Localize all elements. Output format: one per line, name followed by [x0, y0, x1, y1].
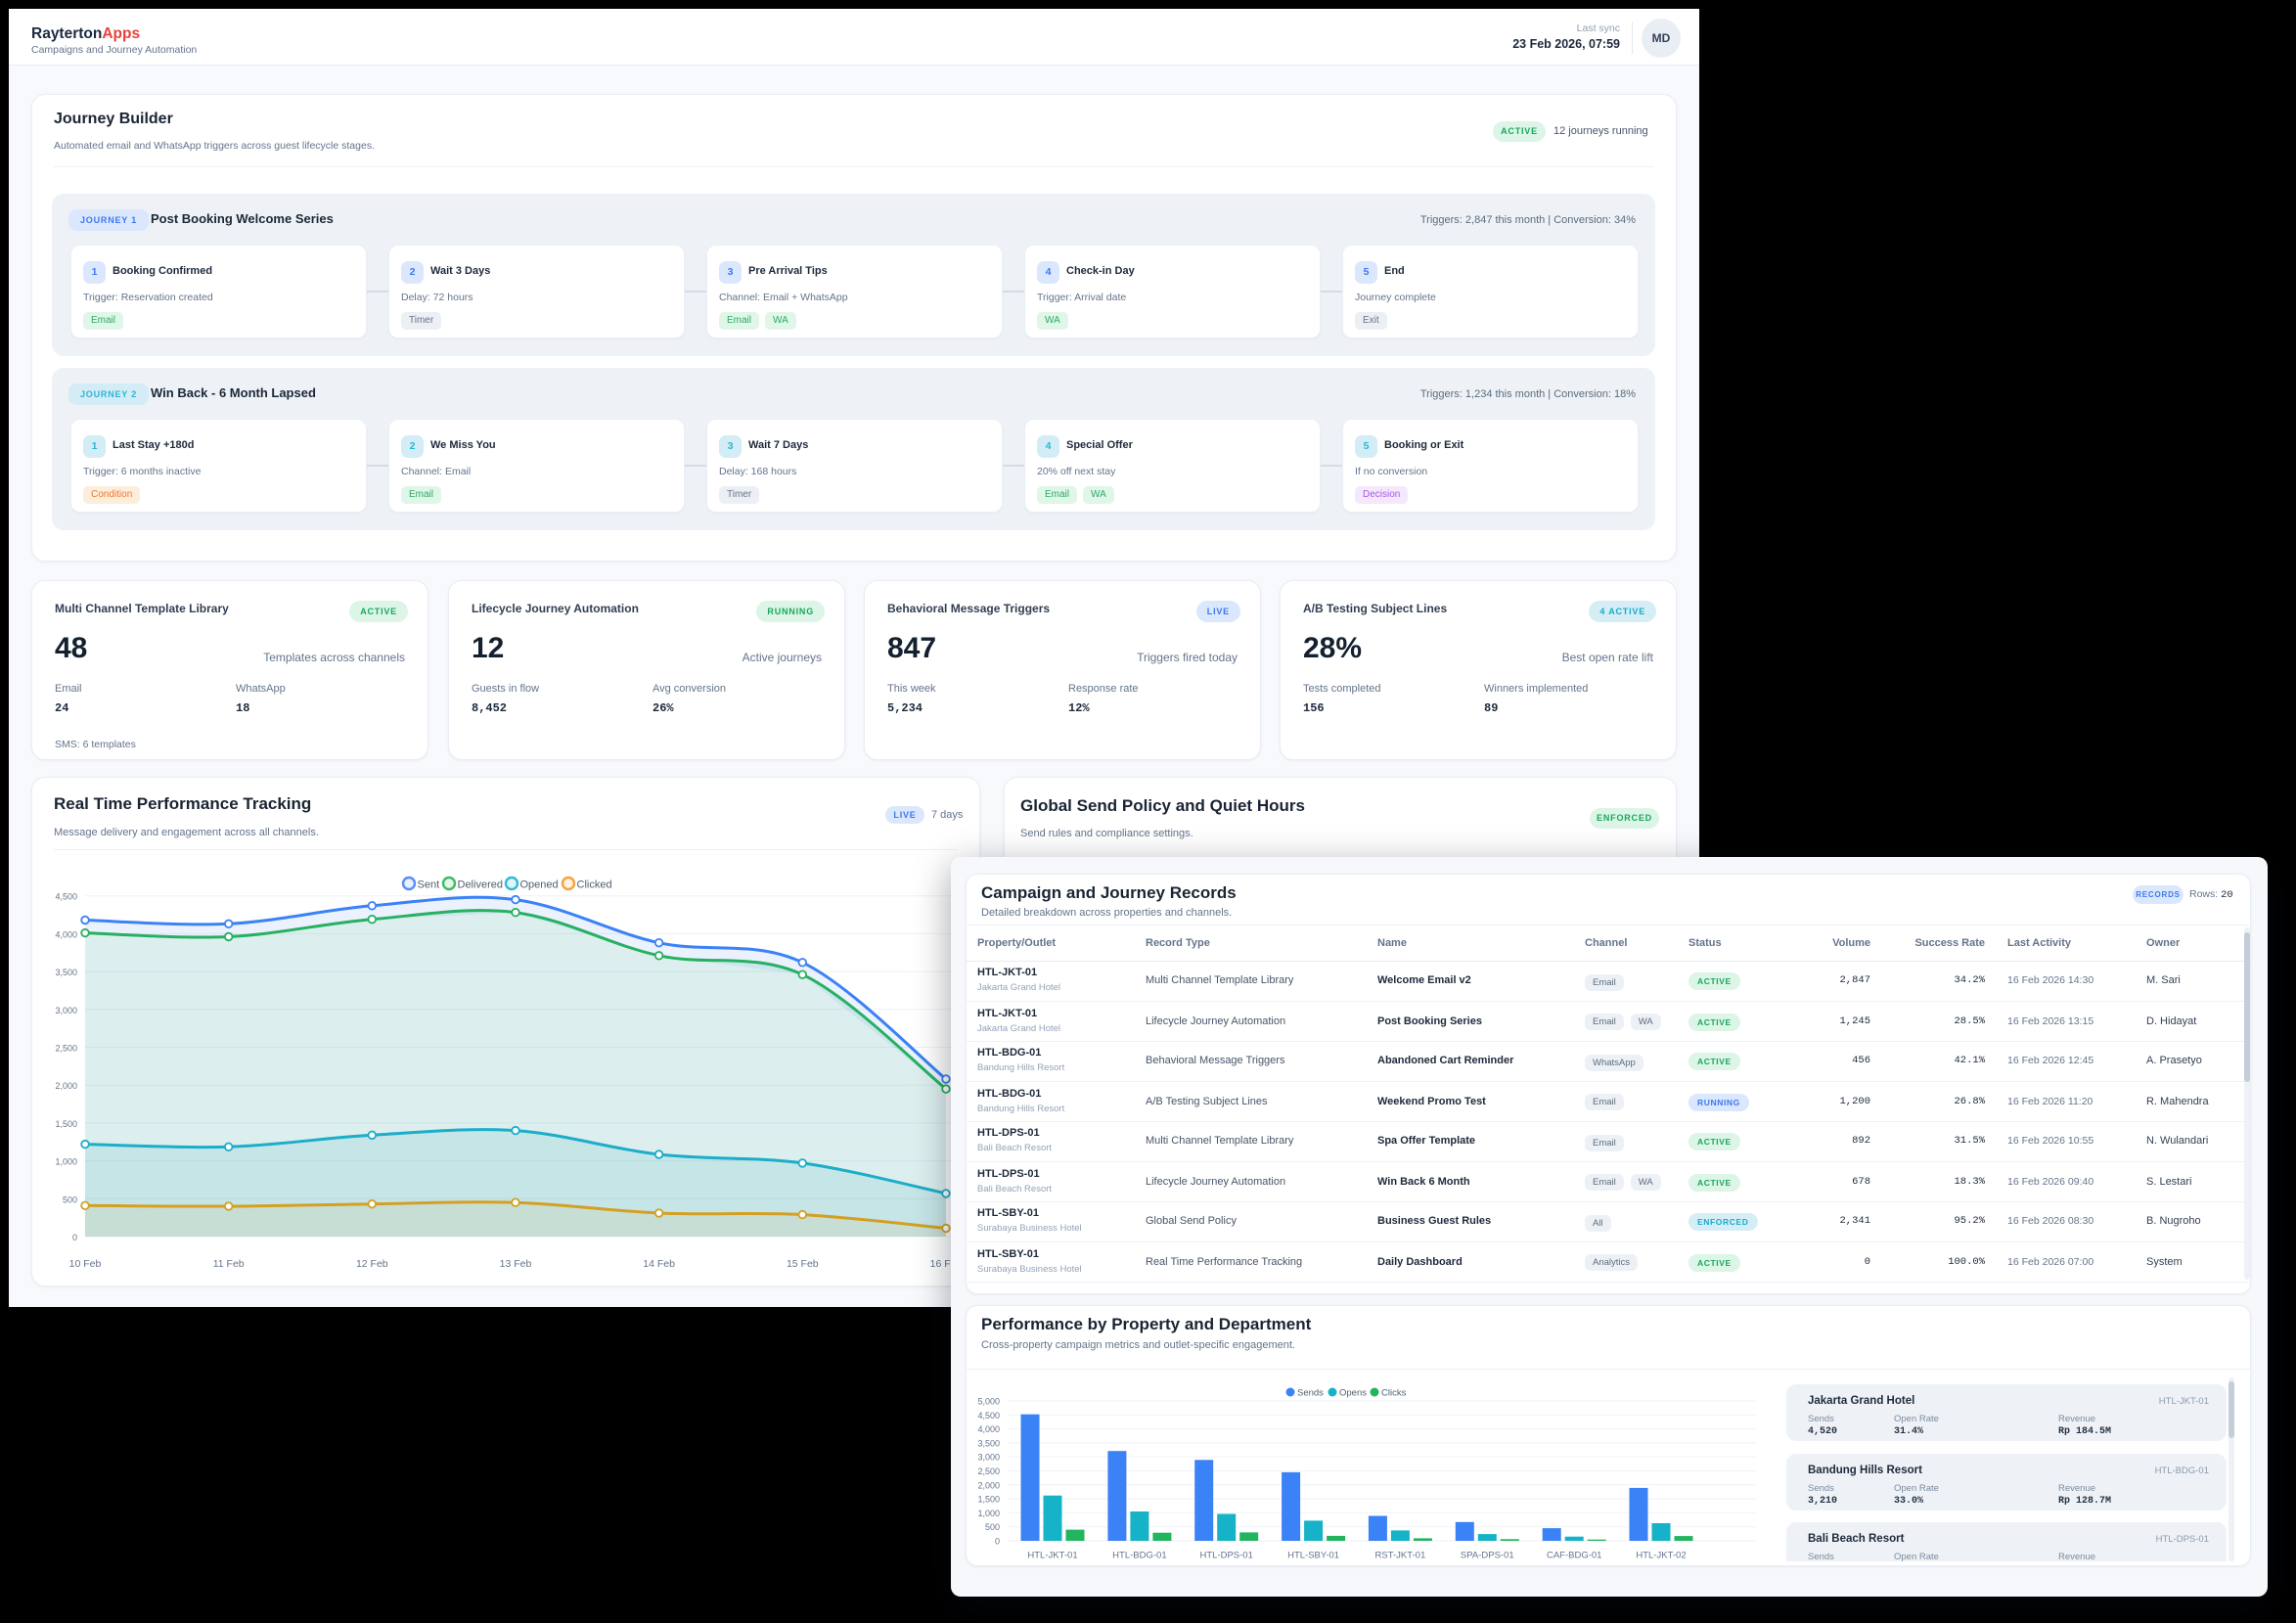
svg-text:500: 500 [63, 1195, 77, 1204]
svg-text:HTL-JKT-01: HTL-JKT-01 [1027, 1551, 1077, 1561]
svg-text:0: 0 [72, 1233, 77, 1242]
svg-text:2,500: 2,500 [55, 1044, 77, 1054]
svg-text:11 Feb: 11 Feb [213, 1258, 245, 1270]
svg-text:HTL-JKT-02: HTL-JKT-02 [1636, 1551, 1686, 1561]
svg-text:1,000: 1,000 [55, 1157, 77, 1167]
svg-text:CAF-BDG-01: CAF-BDG-01 [1547, 1551, 1601, 1561]
svg-text:3,500: 3,500 [55, 968, 77, 977]
svg-text:Clicked: Clicked [577, 879, 612, 891]
svg-text:2,000: 2,000 [977, 1480, 1000, 1490]
svg-text:Opens: Opens [1339, 1388, 1367, 1399]
svg-text:3,000: 3,000 [55, 1006, 77, 1015]
svg-text:RST-JKT-01: RST-JKT-01 [1375, 1551, 1426, 1561]
svg-text:2,500: 2,500 [977, 1466, 1000, 1476]
svg-text:Sends: Sends [1297, 1388, 1324, 1399]
svg-text:4,500: 4,500 [977, 1411, 1000, 1420]
svg-text:4,000: 4,000 [55, 929, 77, 939]
svg-text:SPA-DPS-01: SPA-DPS-01 [1461, 1551, 1514, 1561]
svg-text:1,500: 1,500 [55, 1119, 77, 1129]
svg-text:HTL-DPS-01: HTL-DPS-01 [1200, 1551, 1253, 1561]
svg-text:3,500: 3,500 [977, 1438, 1000, 1448]
svg-text:Sent: Sent [418, 879, 440, 891]
svg-text:1,500: 1,500 [977, 1495, 1000, 1505]
svg-text:12 Feb: 12 Feb [356, 1258, 388, 1270]
svg-text:3,000: 3,000 [977, 1453, 1000, 1463]
svg-text:4,000: 4,000 [977, 1424, 1000, 1434]
svg-text:0: 0 [995, 1537, 1000, 1547]
svg-text:5,000: 5,000 [977, 1397, 1000, 1407]
svg-text:HTL-SBY-01: HTL-SBY-01 [1287, 1551, 1339, 1561]
svg-text:Clicks: Clicks [1381, 1388, 1407, 1399]
svg-text:Delivered: Delivered [458, 879, 503, 891]
svg-text:2,000: 2,000 [55, 1081, 77, 1091]
svg-text:HTL-BDG-01: HTL-BDG-01 [1112, 1551, 1166, 1561]
svg-text:14 Feb: 14 Feb [643, 1258, 675, 1270]
svg-text:10 Feb: 10 Feb [69, 1258, 102, 1270]
svg-text:1,000: 1,000 [977, 1509, 1000, 1518]
svg-text:500: 500 [985, 1522, 1000, 1532]
svg-text:15 Feb: 15 Feb [787, 1258, 819, 1270]
svg-text:4,500: 4,500 [55, 892, 77, 902]
svg-text:13 Feb: 13 Feb [500, 1258, 532, 1270]
svg-text:Opened: Opened [520, 879, 559, 891]
